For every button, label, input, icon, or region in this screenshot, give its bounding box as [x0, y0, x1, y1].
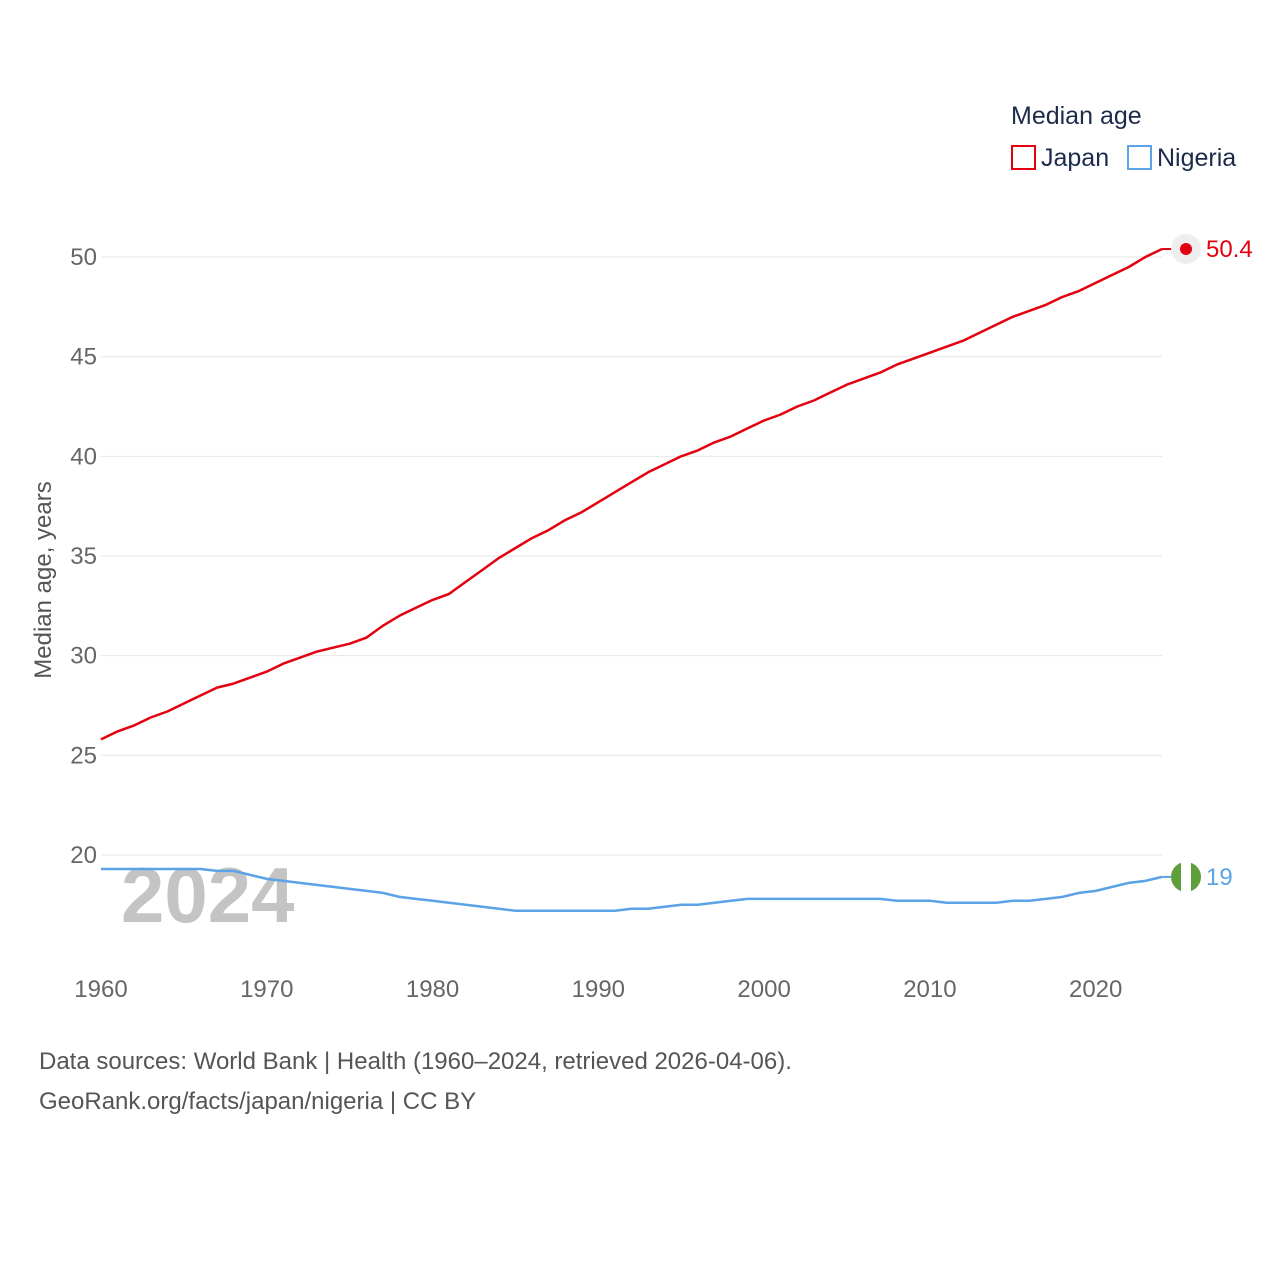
x-tick-label-1970: 1970: [240, 976, 293, 1003]
x-tick-label-1960: 1960: [74, 976, 127, 1003]
y-tick-label-40: 40: [70, 443, 97, 470]
flag-nigeria-icon: [1171, 861, 1201, 892]
series-end-markers: 50.4 19: [1162, 234, 1253, 892]
footer: Data sources: World Bank | Health (1960–…: [39, 1042, 792, 1122]
x-tick-label-2020: 2020: [1069, 976, 1122, 1003]
source-link[interactable]: GeoRank.org/facts/japan/nigeria | CC BY: [39, 1088, 477, 1115]
end-value-label-nigeria: 19: [1206, 864, 1233, 891]
legend-label-japan: Japan: [1041, 144, 1109, 172]
y-tick-label-30: 30: [70, 643, 97, 670]
grid-lines: [101, 256, 1162, 856]
x-axis-ticks: 1960 1970 1980 1990 2000 2010 2020: [74, 976, 1122, 1003]
x-tick-label-1990: 1990: [572, 976, 625, 1003]
y-axis-ticks: 20 25 30 35 40 45 50: [70, 244, 97, 869]
end-value-label-japan: 50.4: [1206, 236, 1253, 263]
y-tick-label-25: 25: [70, 742, 97, 769]
current-year-watermark: 2024: [121, 851, 295, 939]
series-lines: [100, 247, 1163, 913]
y-tick-label-45: 45: [70, 344, 97, 371]
series-line-nigeria[interactable]: [101, 867, 1163, 913]
flag-japan-disc: [1180, 243, 1192, 256]
x-tick-label-2000: 2000: [737, 976, 790, 1003]
legend: Median age Japan Nigeria: [1011, 102, 1236, 172]
x-tick-label-2010: 2010: [903, 976, 956, 1003]
data-sources-text: Data sources: World Bank | Health (1960–…: [39, 1048, 792, 1075]
y-axis-label: Median age, years: [30, 481, 57, 678]
x-tick-label-1980: 1980: [406, 976, 459, 1003]
legend-item-nigeria[interactable]: Nigeria: [1127, 144, 1236, 172]
y-tick-label-20: 20: [70, 842, 97, 869]
legend-title: Median age: [1011, 102, 1142, 130]
series-line-japan[interactable]: [100, 247, 1163, 741]
legend-item-japan[interactable]: Japan: [1011, 144, 1109, 172]
y-tick-label-35: 35: [70, 543, 97, 570]
legend-swatch-nigeria: [1127, 145, 1152, 170]
y-tick-label-50: 50: [70, 244, 97, 271]
legend-swatch-japan: [1011, 145, 1036, 170]
legend-label-nigeria: Nigeria: [1157, 144, 1236, 172]
